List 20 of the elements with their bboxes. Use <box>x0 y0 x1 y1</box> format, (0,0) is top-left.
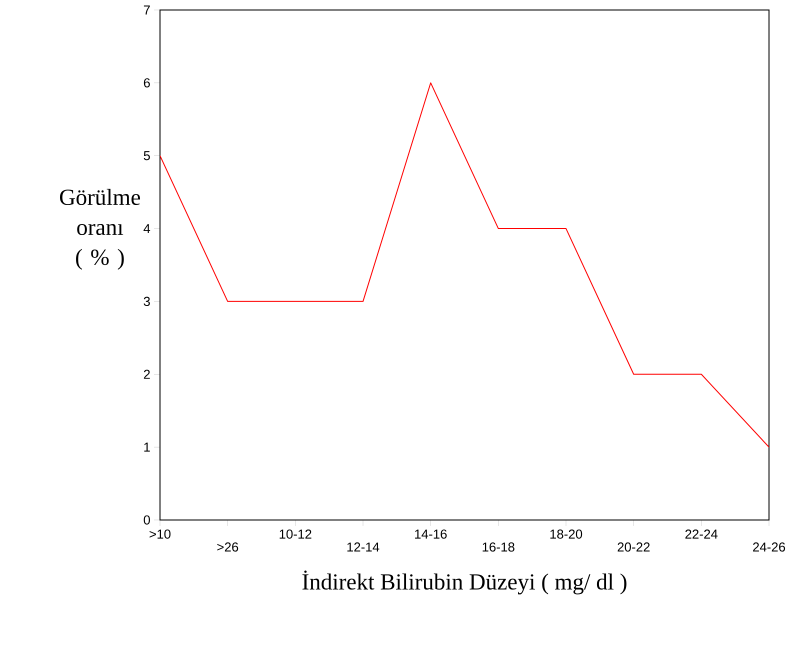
x-tick-label: 10-12 <box>280 530 312 539</box>
y-tick-label: 0 <box>144 515 150 525</box>
x-tick-label: 16-18 <box>482 542 514 552</box>
y-tick-label: 1 <box>144 442 150 452</box>
x-tick-label: >10 <box>150 530 171 539</box>
y-tick-label: 7 <box>144 6 150 14</box>
y-axis-title: Görülme oranı ( % ) <box>60 188 140 270</box>
x-tick-label: 12-14 <box>347 542 380 552</box>
x-tick-label: 18-20 <box>550 530 582 539</box>
x-tick-label: 20-22 <box>618 542 650 552</box>
x-tick-label: >26 <box>217 542 238 552</box>
x-axis-title: İndirekt Bilirubin Düzeyi ( mg/ dl ) <box>302 570 626 594</box>
y-tick-label: 3 <box>144 296 150 306</box>
y-tick-label: 6 <box>144 78 150 88</box>
y-tick-label: 4 <box>144 224 150 234</box>
y-tick-label: 5 <box>144 151 150 160</box>
x-tick-label: 24-26 <box>753 542 786 552</box>
x-tick-label: 22-24 <box>685 530 718 539</box>
y-tick-label: 2 <box>144 370 150 379</box>
x-tick-label: 14-16 <box>415 530 447 539</box>
